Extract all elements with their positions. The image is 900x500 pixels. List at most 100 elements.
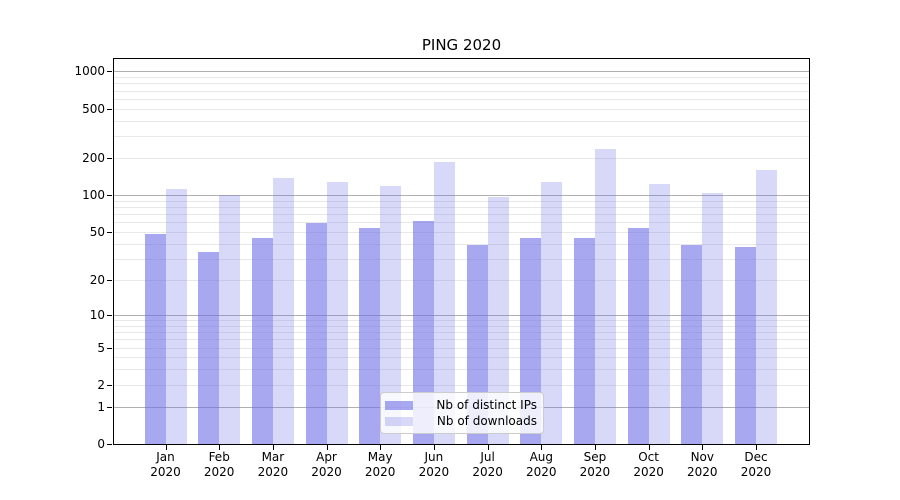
x-tick-mark [487, 445, 489, 450]
minor-gridline [113, 120, 810, 122]
chart-title: PING 2020 [421, 36, 502, 54]
bar-downloads-mar [272, 177, 294, 445]
minor-gridline [113, 258, 810, 260]
bar-downloads-feb [219, 195, 241, 445]
x-tick-mark [433, 445, 435, 450]
y-tick-label: 50 [89, 225, 105, 239]
x-tick-mark [702, 445, 704, 450]
y-tick-mark [107, 108, 112, 110]
y-tick-mark [107, 385, 112, 386]
y-tick-mark [107, 71, 112, 73]
major-gridline [113, 195, 810, 197]
x-tick-label: Oct 2020 [633, 450, 664, 479]
minor-gridline [113, 347, 810, 349]
bar-distinct-ips-oct [627, 227, 649, 445]
minor-gridline [113, 339, 810, 341]
x-tick-label: Aug 2020 [526, 450, 557, 479]
y-tick-mark [107, 279, 112, 281]
minor-gridline [113, 385, 810, 386]
minor-gridline [113, 90, 810, 92]
x-tick-label: Dec 2020 [740, 450, 772, 479]
minor-gridline [113, 207, 810, 208]
minor-gridline [113, 357, 810, 359]
y-tick-mark [107, 195, 112, 197]
legend-item-downloads: Nb of downloads [385, 413, 537, 429]
x-tick-mark [594, 445, 596, 450]
x-tick-mark [756, 445, 757, 450]
bar-distinct-ips-feb [198, 252, 220, 445]
x-tick-label: Jun 2020 [418, 450, 450, 479]
major-gridline [113, 71, 810, 73]
minor-gridline [113, 325, 810, 327]
y-tick-mark [107, 347, 112, 349]
x-tick-label: Nov 2020 [687, 450, 718, 479]
legend-label: Nb of downloads [436, 414, 537, 428]
bar-distinct-ips-sep [573, 237, 595, 445]
y-tick-mark [107, 406, 112, 408]
y-tick-label: 5 [97, 340, 105, 355]
y-tick-mark [107, 232, 112, 233]
minor-gridline [113, 98, 810, 100]
major-gridline [113, 314, 810, 316]
bar-distinct-ips-dec [735, 246, 756, 445]
legend-swatch [385, 400, 413, 410]
bar-distinct-ips-mar [251, 237, 273, 445]
bar-distinct-ips-jan [144, 234, 166, 445]
bar-downloads-oct [648, 183, 670, 445]
x-tick-mark [380, 445, 382, 450]
legend-item-distinct-ips: Nb of distinct IPs [385, 397, 537, 413]
x-tick-mark [272, 445, 274, 450]
legend: Nb of distinct IPs Nb of downloads [380, 392, 544, 434]
y-tick-label: 1000 [74, 64, 105, 79]
y-tick-label: 500 [82, 101, 105, 116]
minor-gridline [113, 243, 810, 245]
y-tick-label: 0 [97, 437, 105, 452]
minor-gridline [113, 279, 810, 281]
bar-downloads-aug [541, 181, 563, 445]
minor-gridline [113, 76, 810, 78]
bar-downloads-dec [756, 169, 777, 445]
x-tick-label: Mar 2020 [257, 450, 289, 479]
minor-gridline [113, 222, 810, 224]
minor-gridline [113, 108, 810, 110]
bar-downloads-apr [326, 181, 348, 445]
y-tick-label: 10 [89, 307, 105, 322]
x-tick-mark [219, 445, 221, 450]
y-tick-mark [107, 444, 112, 446]
bar-distinct-ips-jun [412, 221, 434, 445]
plot-area [113, 58, 810, 445]
y-tick-label: 20 [89, 272, 105, 287]
y-tick-mark [107, 157, 112, 159]
x-tick-mark [326, 445, 328, 450]
x-tick-mark [648, 445, 650, 450]
y-tick-label: 1 [97, 399, 105, 414]
bar-distinct-ips-nov [681, 245, 703, 445]
x-tick-label: Jul 2020 [472, 450, 503, 479]
minor-gridline [113, 157, 810, 159]
x-tick-label: Jan 2020 [150, 450, 181, 479]
minor-gridline [113, 232, 810, 233]
bar-downloads-jan [165, 188, 187, 445]
legend-swatch [385, 416, 413, 426]
bar-downloads-jul [487, 196, 509, 445]
y-tick-label: 2 [97, 378, 105, 392]
x-tick-label: Feb 2020 [203, 450, 235, 479]
x-tick-label: Sep 2020 [579, 450, 611, 479]
bar-distinct-ips-may [359, 227, 381, 445]
minor-gridline [113, 369, 810, 371]
minor-gridline [113, 83, 810, 85]
y-tick-label: 200 [82, 150, 105, 165]
x-tick-label: May 2020 [364, 450, 396, 479]
legend-label: Nb of distinct IPs [436, 398, 537, 412]
x-tick-mark [165, 445, 167, 450]
minor-gridline [113, 320, 810, 321]
bar-downloads-nov [702, 193, 724, 445]
bar-distinct-ips-apr [305, 223, 327, 445]
minor-gridline [113, 332, 810, 333]
minor-gridline [113, 136, 810, 138]
x-tick-label: Apr 2020 [311, 450, 342, 479]
bar-downloads-may [380, 186, 402, 445]
bar-downloads-sep [594, 148, 616, 445]
minor-gridline [113, 200, 810, 202]
